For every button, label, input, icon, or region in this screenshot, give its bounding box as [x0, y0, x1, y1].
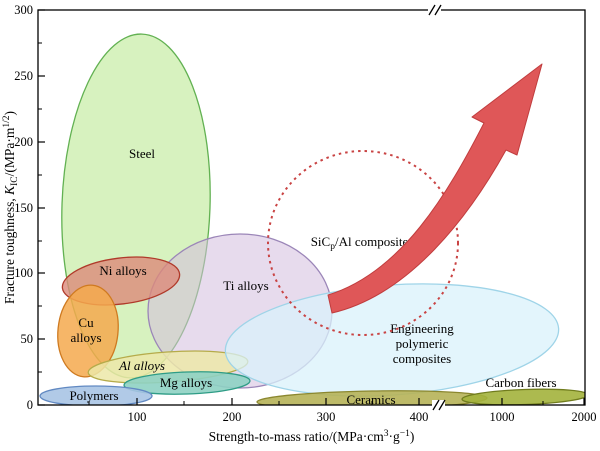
region-mg-alloys [123, 371, 251, 395]
y-tick-label-250: 250 [14, 69, 33, 83]
axis-break-mark [428, 4, 436, 16]
region-label-ceramics: Ceramics [346, 392, 395, 407]
region-label-polymers: Polymers [69, 388, 118, 403]
axis-break-gap [432, 400, 445, 410]
sicp-al-composites-label: SiCp/Al composites [311, 234, 414, 252]
axis-break-mark [434, 4, 442, 16]
material-regions [39, 33, 585, 405]
region-polymers [39, 385, 153, 405]
region-label-al-alloys: Al alloys [118, 358, 165, 373]
axis-break-mark [432, 399, 440, 411]
region-label-engineering-polymeric-composites: Engineering polymeric composites [390, 321, 454, 366]
x-tick-label-200: 200 [223, 410, 242, 424]
y-tick-label-0: 0 [27, 398, 33, 412]
region-label-ti-alloys: Ti alloys [223, 278, 268, 293]
region-label-mg-alloys: Mg alloys [160, 375, 212, 390]
upward-trend-arrow [327, 63, 543, 314]
x-tick-label-400: 400 [410, 410, 429, 424]
x-tick-label-100: 100 [128, 410, 147, 424]
x-axis-title: Strength-to-mass ratio/(MPa·cm3·g−1) [209, 429, 415, 444]
x-tick-label-2000: 2000 [572, 410, 597, 424]
x-tick-label-300: 300 [317, 410, 336, 424]
axis-break-mark [438, 399, 446, 411]
y-axis-title: Fracture toughness, KIC/(MPa·m1/2) [2, 111, 20, 304]
x-tick-label-1000: 1000 [490, 410, 515, 424]
region-carbon-fibers [461, 388, 585, 405]
region-label-cu-alloys: Cu alloys [70, 315, 101, 345]
y-tick-label-150: 150 [14, 201, 33, 215]
y-tick-label-50: 50 [21, 332, 34, 346]
y-tick-label-100: 100 [14, 266, 33, 280]
y-tick-label-200: 200 [14, 135, 33, 149]
sicp-al-composites-circle [267, 150, 459, 336]
axis-break-gap [428, 5, 441, 15]
y-tick-label-300: 300 [14, 3, 33, 17]
region-label-steel: Steel [129, 146, 155, 161]
region-cu-alloys [57, 284, 119, 378]
region-label-ni-alloys: Ni alloys [99, 263, 146, 278]
region-label-carbon-fibers: Carbon fibers [485, 375, 556, 390]
